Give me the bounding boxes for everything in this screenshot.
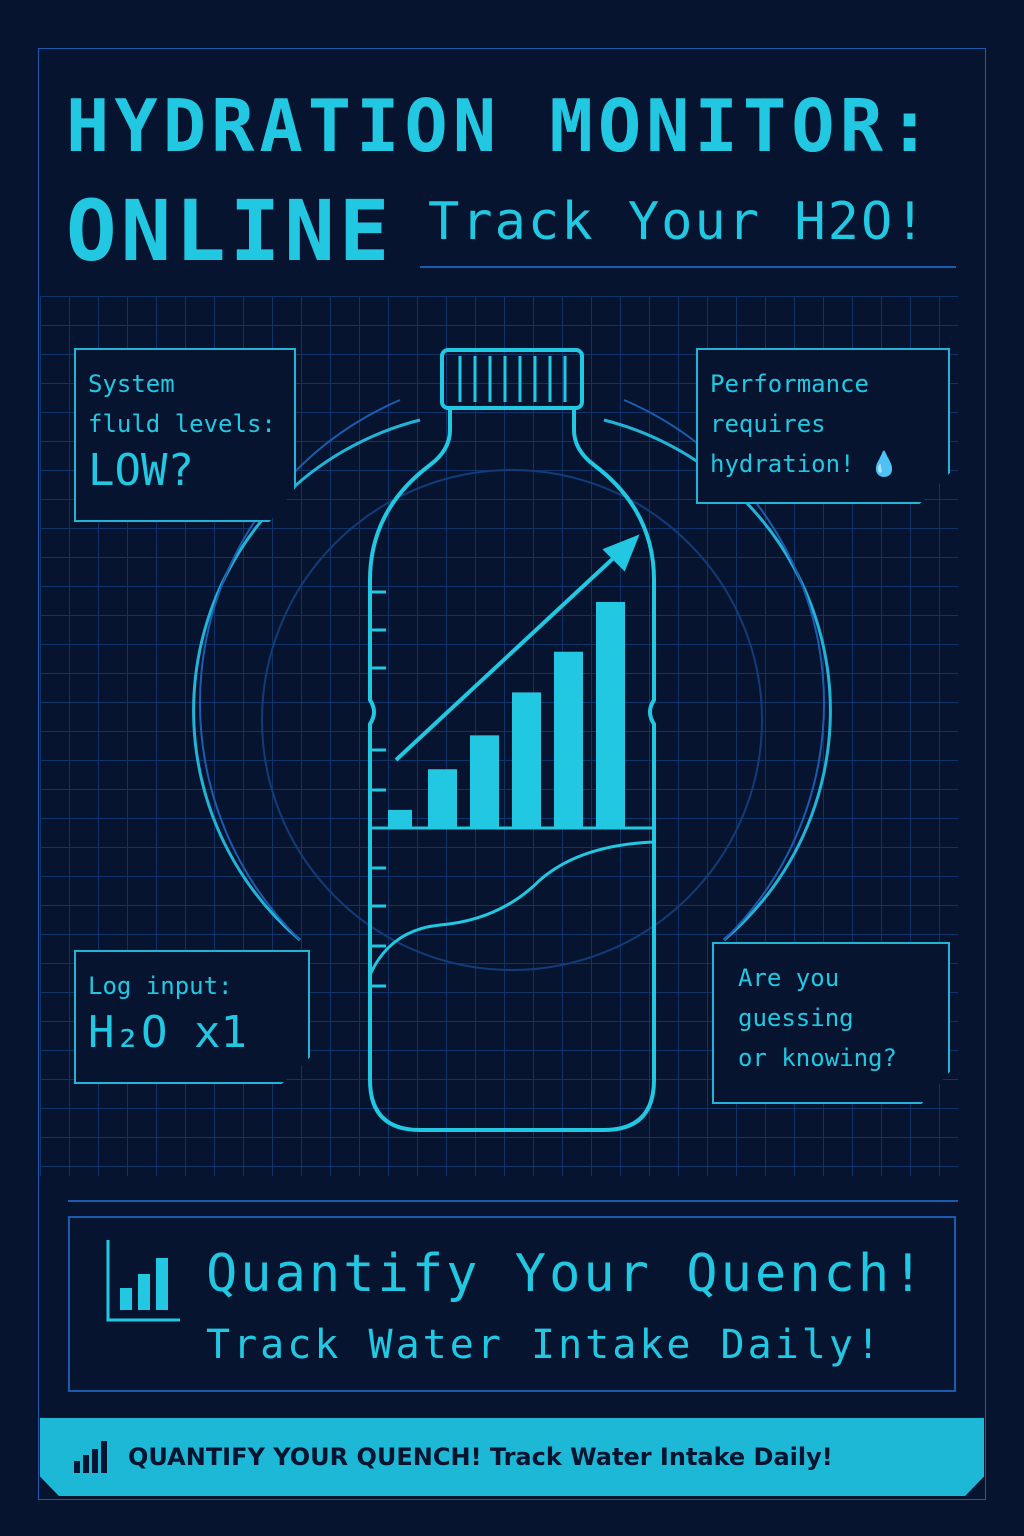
panel-text: hydration! — [710, 450, 855, 478]
water-drop-icon: 💧 — [868, 450, 899, 478]
banner-tagline: Track Water Intake Daily! — [206, 1322, 884, 1368]
panel-text: Log input: — [88, 972, 233, 1000]
subtitle: Track Your H2O! — [428, 192, 928, 252]
title-line-1: HYDRATION MONITOR: — [66, 84, 937, 168]
hud-arc-left — [192, 418, 421, 942]
panel-text: Are you — [738, 964, 840, 992]
panel-text: guessing — [738, 1004, 854, 1032]
log-input-value: H₂O x1 — [88, 1007, 247, 1058]
chart-bar — [512, 692, 541, 828]
chart-bar — [388, 809, 412, 828]
fluid-level-value: LOW? — [88, 445, 194, 496]
bottle-cap-ridges — [458, 356, 567, 402]
chart-bar — [428, 769, 457, 828]
divider — [68, 1200, 958, 1202]
panel-text: requires — [710, 410, 826, 438]
subtitle-underline — [420, 266, 956, 268]
panel-text: or knowing? — [738, 1044, 897, 1072]
bar-chart-icon — [74, 1441, 107, 1473]
trend-arrow-icon — [394, 534, 640, 762]
hud-arc-right — [603, 418, 832, 942]
banner-headline: Quantify Your Quench! — [206, 1244, 927, 1304]
panel-text: System — [88, 370, 175, 398]
title-line-2: ONLINE — [66, 182, 394, 280]
footer-text: QUANTIFY YOUR QUENCH! Track Water Intake… — [128, 1443, 833, 1471]
chart-bar — [596, 602, 625, 828]
poster-frame — [38, 48, 986, 1500]
panel-guessing: Are you guessing or knowing? — [712, 942, 950, 1104]
measurement-ticks — [370, 590, 386, 988]
panel-fluid-levels: System fluld levels: LOW? — [74, 348, 296, 522]
bar-chart-icon — [106, 1240, 180, 1322]
footer-bar: QUANTIFY YOUR QUENCH! Track Water Intake… — [40, 1418, 984, 1496]
panel-performance: Performance requires hydration! 💧 — [696, 348, 950, 504]
chart-bar — [554, 651, 583, 828]
panel-text: Performance — [710, 370, 869, 398]
chart-bar — [470, 735, 499, 828]
panel-text: fluld levels: — [88, 410, 276, 438]
banner — [68, 1216, 956, 1392]
panel-log-input: Log input: H₂O x1 — [74, 950, 310, 1084]
bottle-outline — [368, 348, 656, 1132]
